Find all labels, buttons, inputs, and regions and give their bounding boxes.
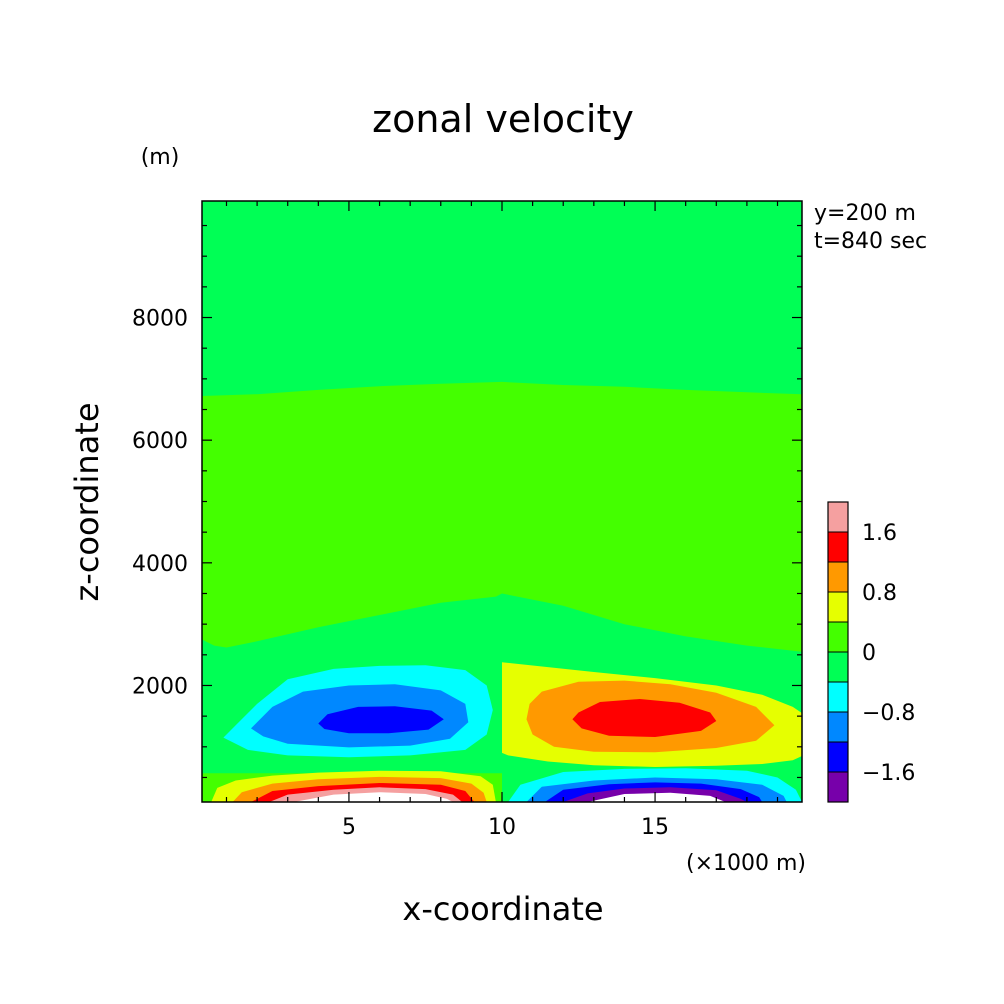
contour-region-17 [587,792,726,802]
colorbar-tick-label: −0.8 [862,701,915,726]
colorbar-swatch [828,592,848,622]
y-tick-label: 2000 [132,674,188,699]
colorbar-swatch [828,652,848,682]
colorbar: 1.6 0.8 0 −0.8 −1.6 [827,501,915,803]
x-unit-label: (×1000 m) [686,851,806,876]
colorbar-tick-label: 1.6 [862,521,897,546]
colorbar-swatch [828,502,848,532]
colorbar-tick-label: 0 [862,641,876,666]
contour-region-9 [293,792,453,802]
y-tick-label: 4000 [132,552,188,577]
x-tick-label: 5 [342,815,356,840]
colorbar-swatch [828,622,848,652]
annotation-y: y=200 m [814,201,916,226]
y-tick-label: 6000 [132,429,188,454]
chart-title: zonal velocity [372,97,634,141]
colorbar-swatch [828,772,848,802]
x-tick-label: 15 [641,815,669,840]
colorbar-tick-label: 0.8 [862,581,897,606]
plot-axes: 5 10 15 2000 4000 6000 8000 [132,200,803,840]
x-axis-label: x-coordinate [402,890,603,928]
contour-region-6 [572,699,717,737]
contour-region-14 [318,706,444,734]
colorbar-swatch [828,742,848,772]
x-tick-label: 10 [488,815,516,840]
colorbar-tick-label: −1.6 [862,761,915,786]
y-tick-label: 8000 [132,307,188,332]
colorbar-swatch [828,682,848,712]
contour-plot-area [202,201,802,802]
annotation-t: t=840 sec [814,229,927,254]
y-unit-label: (m) [141,145,180,170]
colorbar-swatch [828,532,848,562]
y-axis-label: z-coordinate [68,402,106,601]
colorbar-swatch [828,562,848,592]
contour-region-0 [202,381,802,652]
colorbar-swatch [828,712,848,742]
